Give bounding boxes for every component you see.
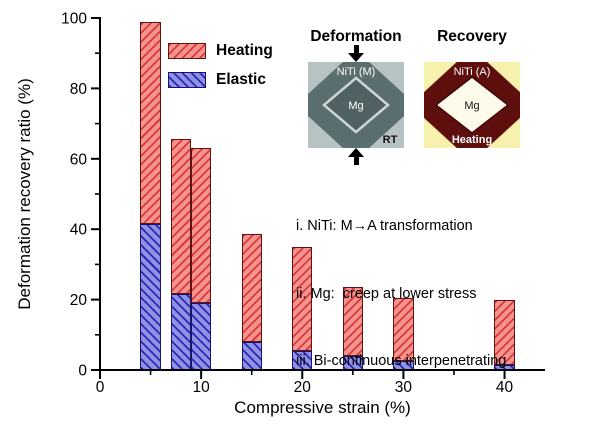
bar-heating-strain-10 <box>191 148 212 304</box>
deformation-micrograph: NiTi (M) Mg RT <box>308 62 404 148</box>
legend-label-elastic: Elastic <box>216 71 266 88</box>
bar-elastic-strain-8 <box>170 294 191 370</box>
bar-elastic-strain-25 <box>342 355 363 370</box>
legend-row-heating: Heating <box>168 42 273 60</box>
mg-core-shape-recovery <box>434 76 510 134</box>
bar-heating-strain-20 <box>292 246 313 351</box>
heating-swatch-icon <box>168 43 206 59</box>
mg-label-deformation: Mg <box>348 100 363 112</box>
niti-a-label: NiTi (A) <box>454 66 491 78</box>
deformation-title: Deformation <box>310 28 402 45</box>
mg-core-shape <box>322 76 390 134</box>
legend-row-elastic: Elastic <box>168 71 273 89</box>
recovery-title: Recovery <box>437 28 507 45</box>
compression-arrow-up-icon <box>347 148 365 165</box>
legend-label-heating: Heating <box>216 42 273 59</box>
niti-m-label: NiTi (M) <box>337 66 376 78</box>
mechanism-note-3: iii. Bi-continuous interpenetrating <box>296 353 507 369</box>
bar-heating-strain-40 <box>494 299 515 365</box>
mechanism-notes: i. NiTi: M→A transformation ii. Mg: cree… <box>296 170 554 418</box>
bar-elastic-strain-10 <box>191 303 212 370</box>
bar-elastic-strain-20 <box>292 350 313 370</box>
mg-label-recovery: Mg <box>464 100 479 112</box>
x-axis-label: Compressive strain (%) <box>234 398 411 417</box>
mechanism-note-1: i. NiTi: M→A transformation <box>296 218 473 234</box>
bar-heating-strain-15 <box>241 234 262 342</box>
bar-elastic-strain-15 <box>241 341 262 370</box>
rt-label: RT <box>383 134 398 146</box>
bar-heating-strain-30 <box>393 297 414 362</box>
bar-heating-strain-5 <box>140 21 161 224</box>
bar-heating-strain-8 <box>170 139 191 295</box>
recovery-micrograph: NiTi (A) Mg Heating <box>424 62 520 148</box>
bar-heating-strain-25 <box>342 287 363 356</box>
heating-label: Heating <box>452 134 492 146</box>
bar-elastic-strain-5 <box>140 223 161 370</box>
legend: Heating Elastic <box>168 42 273 100</box>
y-axis-label: Deformation recovery ratio (%) <box>15 78 34 310</box>
mechanism-note-2: ii. Mg: creep at lower stress <box>296 285 477 302</box>
elastic-swatch-icon <box>168 72 206 88</box>
compression-arrow-down-icon <box>347 45 365 62</box>
